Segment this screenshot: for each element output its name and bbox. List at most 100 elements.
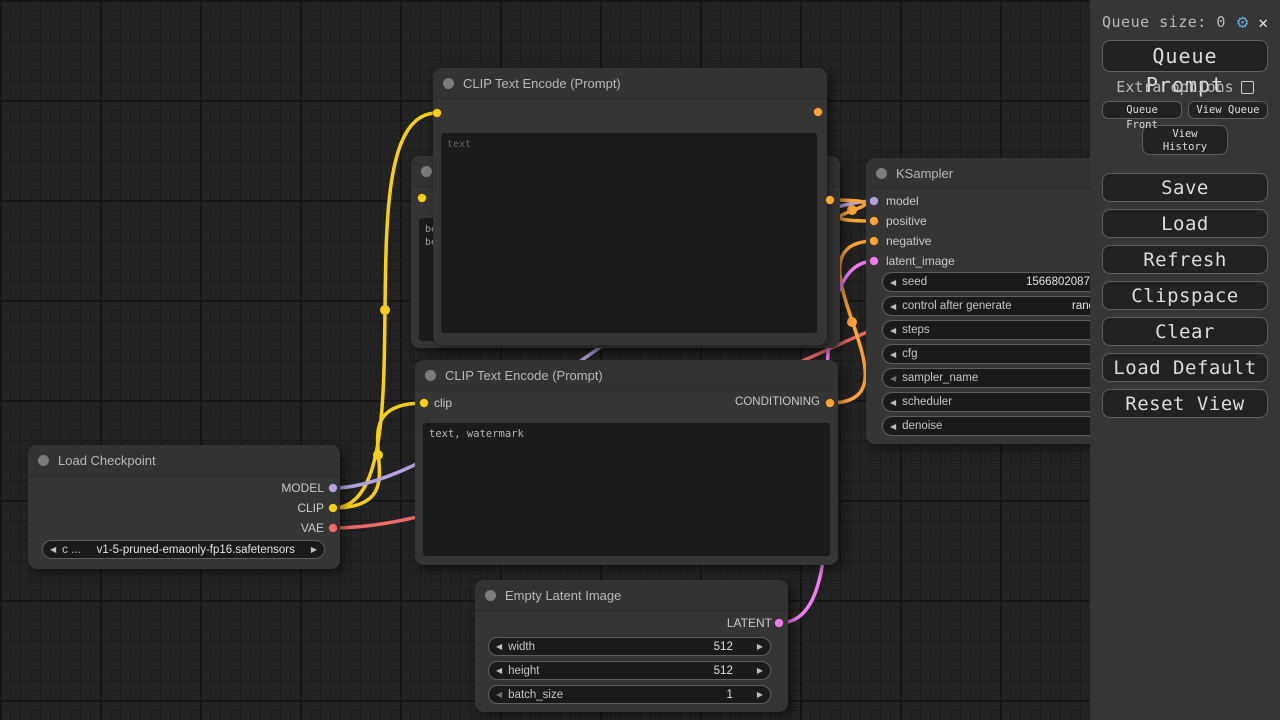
output-label-model: MODEL — [281, 481, 324, 495]
decrement-arrow-icon[interactable]: ◀ — [496, 666, 503, 675]
output-label-vae: VAE — [300, 521, 324, 535]
widget-name: scheduler — [902, 396, 953, 408]
clear-button[interactable]: Clear — [1102, 317, 1268, 346]
wire-dot — [847, 205, 857, 215]
input-label-model: model — [886, 194, 919, 208]
input-label-positive: positive — [886, 214, 927, 228]
extra-options-label: Extra options — [1116, 78, 1234, 96]
next-option-arrow-icon[interactable]: ▶ — [310, 545, 317, 554]
queue-prompt-button[interactable]: Queue Prompt — [1102, 40, 1268, 97]
wire-dot — [373, 450, 383, 460]
decrement-arrow-icon[interactable]: ◀ — [890, 325, 897, 335]
node-header[interactable]: Empty Latent Image — [475, 580, 788, 611]
decrement-arrow-icon[interactable]: ◀ — [890, 397, 897, 407]
collapse-circle-icon[interactable] — [443, 78, 454, 89]
widget-cfg[interactable]: ◀ cfg — [882, 344, 1154, 364]
save-button[interactable]: Save — [1102, 173, 1268, 202]
widget-name: sampler_name — [902, 372, 979, 384]
widget-name: control after generate — [902, 300, 1012, 312]
widget-name: batch_size — [508, 688, 564, 701]
queue-size-label: Queue size: 0 — [1102, 13, 1226, 31]
collapse-circle-icon[interactable] — [425, 370, 436, 381]
node-title: Load Checkpoint — [58, 453, 156, 468]
decrement-arrow-icon[interactable]: ◀ — [890, 301, 897, 311]
extra-options-checkbox[interactable] — [1240, 80, 1254, 94]
input-label-latent-image: latent_image — [886, 254, 955, 268]
reset-view-button[interactable]: Reset View — [1102, 389, 1268, 418]
increment-arrow-icon[interactable]: ▶ — [756, 642, 763, 651]
node-header[interactable]: CLIP Text Encode (Prompt) — [415, 360, 838, 391]
prompt-textarea[interactable]: text, watermark — [423, 423, 830, 556]
node-title: Empty Latent Image — [505, 588, 622, 603]
widget-ckpt-name[interactable]: ◀ c ... v1-5-pruned-emaonly-fp16.safeten… — [42, 540, 325, 559]
settings-gear-icon[interactable]: ⚙ — [1236, 10, 1249, 33]
output-label-latent: LATENT — [726, 616, 772, 630]
input-label-negative: negative — [886, 234, 932, 248]
widget-denoise[interactable]: ◀ denoise — [882, 416, 1154, 436]
widget-name: denoise — [902, 420, 943, 432]
node-header[interactable]: CLIP Text Encode (Prompt) — [433, 68, 827, 99]
view-history-button[interactable]: View History — [1142, 125, 1228, 155]
refresh-button[interactable]: Refresh — [1102, 245, 1268, 274]
widget-seed[interactable]: ◀ seed 1566802087 — [882, 272, 1154, 292]
input-label-clip: clip — [434, 396, 453, 410]
close-icon[interactable]: ✕ — [1258, 12, 1268, 32]
wire-center-dots — [373, 205, 857, 460]
node-title: CLIP Text Encode (Prompt) — [445, 368, 603, 383]
queue-sidebar: Queue size: 0 ⚙ ✕ Queue Prompt Extra opt… — [1090, 0, 1280, 720]
widget-name: height — [508, 664, 540, 677]
prev-option-arrow-icon[interactable]: ◀ — [50, 545, 57, 554]
widget-name: cfg — [902, 348, 918, 360]
view-queue-button[interactable]: View Queue — [1188, 101, 1268, 119]
widget-value: 1 — [726, 688, 733, 701]
clipspace-button[interactable]: Clipspace — [1102, 281, 1268, 310]
widget-name: c ... — [62, 543, 81, 556]
queue-front-button[interactable]: Queue Front — [1102, 101, 1182, 131]
output-label-clip: CLIP — [297, 501, 324, 515]
output-label-conditioning: CONDITIONING — [735, 396, 820, 408]
widget-value: v1-5-pruned-emaonly-fp16.safetensors — [96, 543, 295, 556]
decrement-arrow-icon[interactable]: ◀ — [890, 349, 897, 359]
widget-scheduler[interactable]: ◀ scheduler — [882, 392, 1154, 412]
decrement-arrow-icon[interactable]: ◀ — [496, 690, 503, 699]
node-header[interactable]: Load Checkpoint — [28, 445, 340, 476]
node-clip-text-encode-top[interactable]: CLIP Text Encode (Prompt) clip CONDITION… — [433, 68, 827, 345]
widget-steps[interactable]: ◀ steps — [882, 320, 1154, 340]
node-empty-latent-image[interactable]: Empty Latent Image LATENT ◀ width 512 ▶ … — [475, 580, 788, 712]
widget-name: steps — [902, 324, 930, 336]
widget-height[interactable]: ◀ height 512 ▶ — [488, 661, 771, 680]
decrement-arrow-icon[interactable]: ◀ — [496, 642, 503, 651]
widget-name: seed — [902, 276, 928, 288]
view-history-line: View — [1172, 128, 1198, 140]
wire-dot — [847, 317, 857, 327]
increment-arrow-icon[interactable]: ▶ — [756, 690, 763, 699]
node-load-checkpoint[interactable]: Load Checkpoint MODEL CLIP VAE ◀ c ... v… — [28, 445, 340, 569]
widget-value: 512 — [713, 664, 733, 677]
widget-sampler-name[interactable]: ◀ sampler_name — [882, 368, 1154, 388]
decrement-arrow-icon[interactable]: ◀ — [890, 277, 897, 287]
widget-batch-size[interactable]: ◀ batch_size 1 ▶ — [488, 685, 771, 704]
increment-arrow-icon[interactable]: ▶ — [756, 666, 763, 675]
wire-dot — [380, 305, 390, 315]
prompt-line: be — [425, 224, 438, 235]
view-history-line: History — [1162, 141, 1208, 154]
widget-value: 1566802087 — [1026, 276, 1090, 288]
node-title: CLIP Text Encode (Prompt) — [463, 76, 621, 91]
load-button[interactable]: Load — [1102, 209, 1268, 238]
widget-value: 512 — [713, 640, 733, 653]
prompt-line: bo — [425, 237, 438, 248]
collapse-circle-icon[interactable] — [421, 166, 432, 177]
prompt-textarea[interactable]: text — [441, 133, 817, 333]
collapse-circle-icon[interactable] — [485, 590, 496, 601]
decrement-arrow-icon[interactable]: ◀ — [890, 421, 897, 431]
node-clip-text-encode-negative[interactable]: CLIP Text Encode (Prompt) clip CONDITION… — [415, 360, 838, 565]
collapse-circle-icon[interactable] — [38, 455, 49, 466]
load-default-button[interactable]: Load Default — [1102, 353, 1268, 382]
decrement-arrow-icon[interactable]: ◀ — [890, 373, 897, 383]
widget-name: width — [508, 640, 536, 653]
node-title: KSampler — [896, 166, 954, 181]
collapse-circle-icon[interactable] — [876, 168, 887, 179]
widget-width[interactable]: ◀ width 512 ▶ — [488, 637, 771, 656]
